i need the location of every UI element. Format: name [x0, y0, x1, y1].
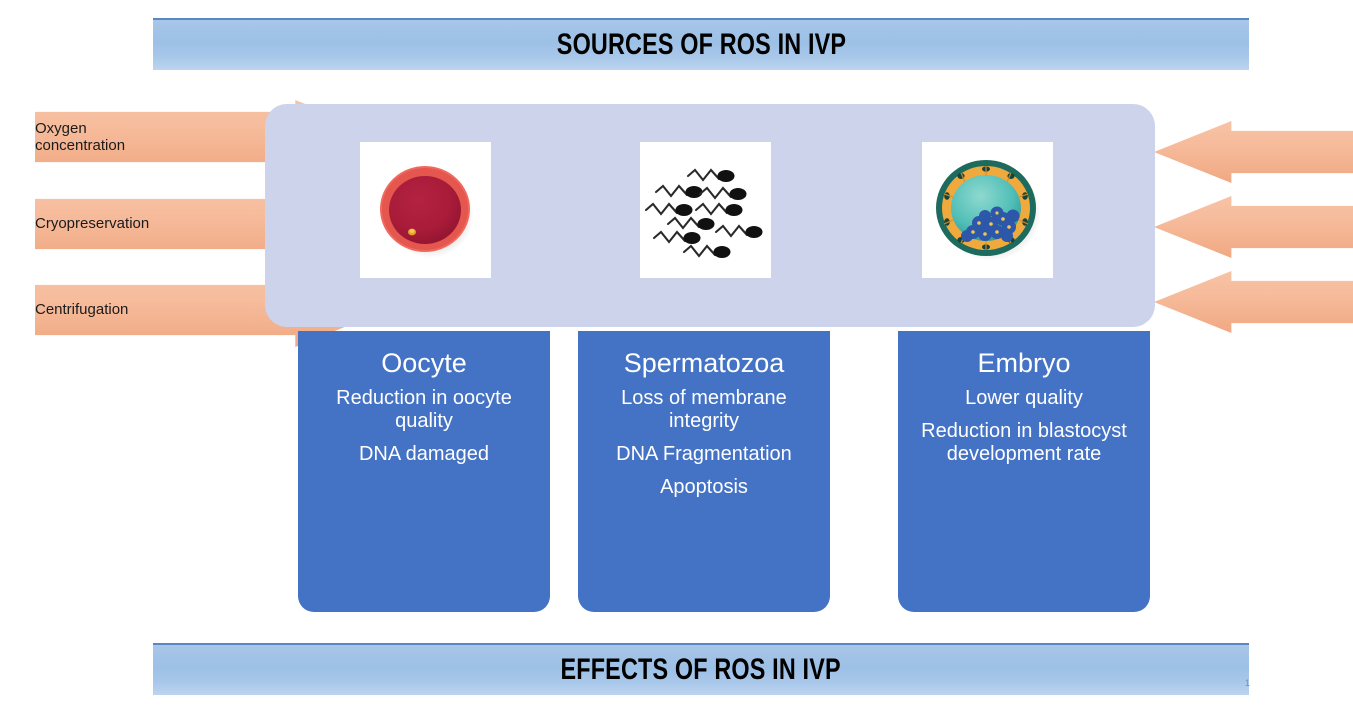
effect-box-oocyte: Oocyte Reduction in oocyte quality DNA d… — [298, 331, 550, 612]
effect-box-spermatozoa: Spermatozoa Loss of membrane integrity D… — [578, 331, 830, 612]
image-frame-oocyte — [338, 142, 513, 278]
effect-item: Loss of membrane integrity — [621, 387, 787, 432]
effect-item: Reduction in blastocyst development rate — [921, 419, 1127, 465]
source-arrow-culture-media: Culture media — [1154, 121, 1353, 183]
source-arrow-ph-temperature: pH y temperature — [1154, 271, 1353, 333]
effect-item: Reduction in oocyte quality — [336, 387, 512, 432]
oocyte-icon — [338, 142, 513, 278]
image-frame-spermatozoa — [618, 142, 793, 278]
effect-box-embryo: Embryo Lower quality Reduction in blasto… — [898, 331, 1150, 612]
spermatozoa-icon — [618, 142, 793, 278]
image-frame-embryo — [900, 142, 1075, 278]
effect-title: Spermatozoa — [623, 348, 785, 378]
effect-item: DNA Fragmentation — [616, 442, 792, 465]
slide-number: 1 — [1245, 678, 1251, 688]
blastocyst-embryo-icon — [900, 142, 1075, 278]
bottom-banner: EFFECTS OF ROS IN IVP — [153, 643, 1249, 695]
effect-title: Embryo — [977, 348, 1071, 378]
effect-item: Lower quality — [965, 387, 1083, 410]
image-plate — [640, 142, 771, 278]
effect-title: Oocyte — [381, 348, 467, 378]
effect-item: Apoptosis — [660, 475, 748, 498]
effect-item: DNA damaged — [358, 442, 490, 465]
top-banner: SOURCES OF ROS IN IVP — [153, 18, 1249, 70]
source-arrow-visible-light: Visible light — [1154, 196, 1353, 258]
bottom-banner-title: EFFECTS OF ROS IN IVP — [560, 653, 842, 686]
top-banner-title: SOURCES OF ROS IN IVP — [556, 28, 846, 61]
